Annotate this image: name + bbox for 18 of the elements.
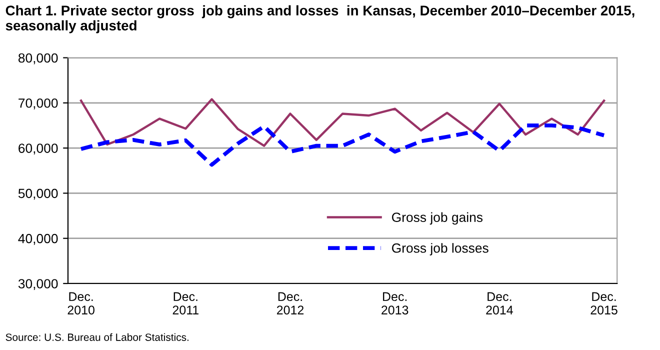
legend-label: Gross job gains [392,212,483,225]
source-note: Source: U.S. Bureau of Labor Statistics. [6,333,188,341]
x-tick-label: Dec. 2014 [486,292,513,314]
y-tick-label: 60,000 [18,144,58,155]
y-tick-label: 40,000 [18,234,58,245]
y-tick-label: 70,000 [18,98,58,110]
x-tick-label: Dec. 2013 [382,292,408,314]
y-tick-label: 80,000 [18,53,58,64]
y-tick-label: 50,000 [18,188,58,200]
line-series [79,124,606,167]
x-tick-label: Dec. 2015 [590,292,618,314]
line-series [80,98,606,147]
x-tick-label: Dec. 2012 [276,292,304,314]
y-tick-label: 30,000 [18,279,58,290]
x-tick-label: Dec. 2011 [172,292,198,314]
x-tick-label: Dec. 2010 [68,292,94,314]
chart-title: Chart 1. Private sector gross job gains and losses in Kansas, December 2010–December 2015, seasonally adjusted [6,5,634,34]
legend-label: Gross job losses [392,243,488,256]
